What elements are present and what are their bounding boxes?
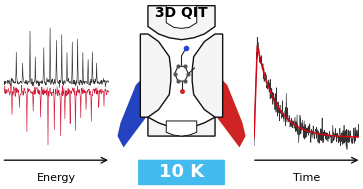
Text: 3D QIT: 3D QIT <box>155 6 208 20</box>
Text: 10 K: 10 K <box>159 163 204 181</box>
Polygon shape <box>140 34 171 117</box>
Polygon shape <box>118 66 171 147</box>
Polygon shape <box>192 66 245 147</box>
Polygon shape <box>166 6 197 28</box>
Polygon shape <box>148 6 215 40</box>
FancyBboxPatch shape <box>138 160 225 185</box>
Text: Energy: Energy <box>37 173 76 183</box>
Polygon shape <box>166 121 197 136</box>
Polygon shape <box>148 117 215 136</box>
Text: Time: Time <box>293 173 321 183</box>
Polygon shape <box>192 34 223 117</box>
